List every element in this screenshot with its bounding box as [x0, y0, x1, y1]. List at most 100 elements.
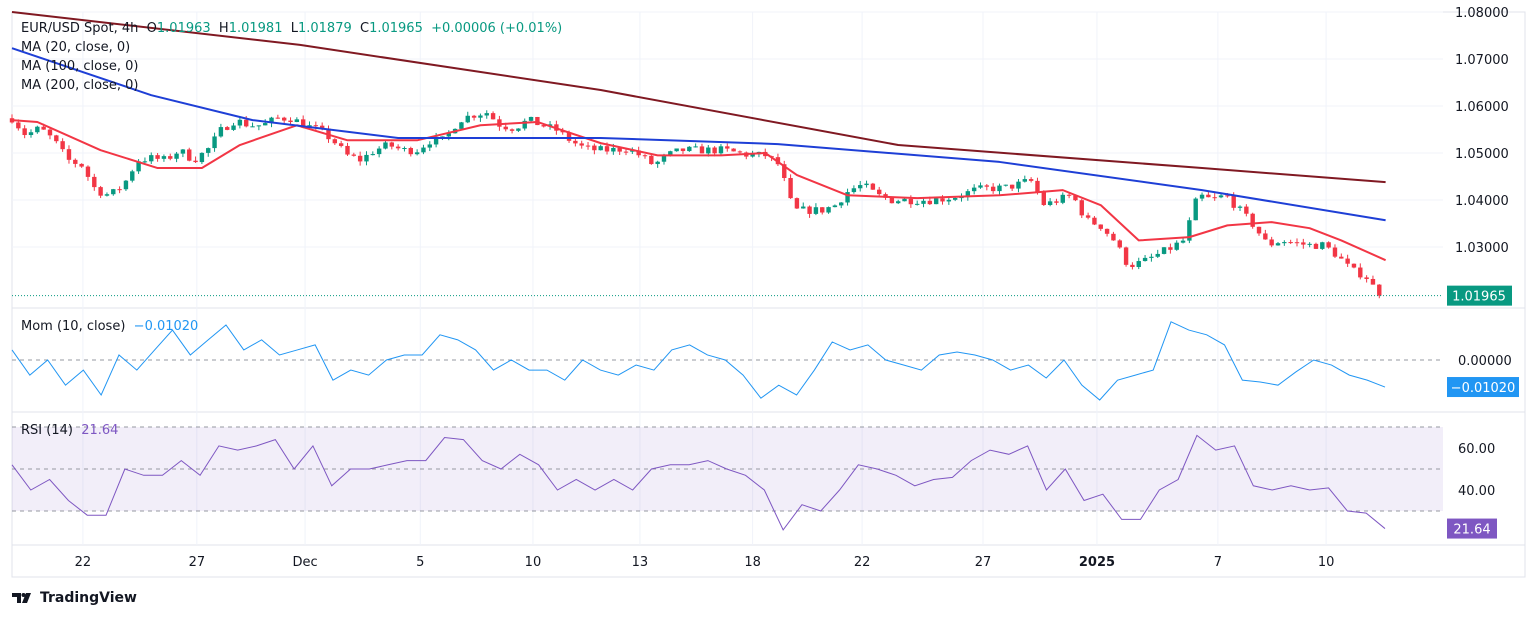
rsi-legend[interactable]: RSI (14) 21.64 [21, 422, 118, 440]
rsi-line [11, 434, 1386, 531]
candle-body [130, 171, 135, 181]
candle-body [649, 155, 654, 165]
candle-body [16, 122, 21, 129]
candle-body [864, 183, 869, 186]
candle-body [668, 151, 673, 156]
candle-body [332, 139, 338, 144]
candle-body [161, 156, 167, 159]
candle-body [1060, 194, 1065, 203]
candle-body [782, 164, 787, 178]
candle-body [269, 117, 274, 124]
candle-body [693, 146, 698, 148]
candle-body [244, 119, 249, 127]
candle-body [471, 115, 477, 118]
candle-body [98, 187, 103, 196]
candle-body [636, 150, 641, 156]
price-tick-label: 1.03000 [1455, 241, 1509, 256]
candle-body [66, 149, 72, 160]
mom-legend[interactable]: Mom (10, close) −0.01020 [21, 318, 198, 336]
candle-body [1250, 213, 1255, 227]
candle-body [807, 206, 812, 214]
candle-body [617, 147, 622, 152]
candle-body [750, 154, 755, 157]
candle-body [357, 155, 363, 162]
candle-body [642, 155, 648, 157]
mom-tick-label: 0.00000 [1458, 354, 1512, 369]
candle-body [28, 132, 34, 136]
candle-body [1016, 181, 1021, 189]
change-value: +0.00006 (+0.01%) [431, 21, 563, 36]
candle-body [104, 194, 110, 196]
candle-body [921, 200, 926, 204]
candle-body [288, 120, 293, 123]
time-tick-label: 22 [854, 555, 871, 570]
time-tick-label: 13 [632, 555, 649, 570]
candle-body [1187, 220, 1192, 241]
ma100-line [11, 47, 1386, 222]
candle-body [1244, 206, 1249, 214]
candle-body [1066, 194, 1072, 196]
candle-body [1073, 195, 1078, 201]
candle-body [22, 128, 27, 136]
candle-body [389, 142, 394, 147]
ma100-legend[interactable]: MA (100, close, 0) [21, 59, 139, 74]
candle-body [1358, 267, 1363, 278]
candle-body [573, 140, 578, 144]
candle-body [206, 148, 211, 153]
close-label: C [360, 21, 370, 36]
mom-title: Mom (10, close) [21, 319, 126, 334]
candle-body [680, 148, 686, 152]
candle-body [85, 166, 91, 177]
candle-body [516, 128, 521, 131]
ma200-legend[interactable]: MA (200, close, 0) [21, 78, 139, 93]
candle-body [338, 143, 344, 146]
candle-body [1364, 277, 1369, 279]
candle-body [281, 117, 287, 121]
candle-body [1130, 264, 1135, 268]
price-tick-label: 1.04000 [1455, 194, 1509, 209]
candle-body [218, 127, 224, 137]
candle-body [1174, 242, 1179, 250]
candle-body [490, 113, 496, 120]
candle-body [1288, 242, 1293, 244]
candle-body [801, 206, 806, 209]
candle-body [47, 129, 53, 136]
candle-body [946, 199, 952, 202]
candle-body [155, 155, 160, 159]
candle-body [351, 154, 357, 156]
candle-body [1022, 179, 1027, 182]
candle-body [1142, 257, 1148, 262]
candle-body [1332, 247, 1338, 257]
candle-body [687, 146, 692, 152]
candle-body [1345, 258, 1350, 264]
ma20-legend[interactable]: MA (20, close, 0) [21, 40, 131, 55]
candle-body [414, 152, 420, 155]
candle-body [952, 197, 958, 200]
time-tick-label: 22 [75, 555, 92, 570]
last-price-label: 1.01965 [1452, 290, 1506, 305]
candle-body [1294, 242, 1300, 244]
price-tick-label: 1.05000 [1455, 147, 1509, 162]
candle-body [1320, 242, 1325, 249]
candle-body [699, 146, 705, 154]
candle-body [712, 147, 717, 154]
candle-body [225, 127, 230, 130]
candle-body [1231, 195, 1236, 208]
candle-body [509, 129, 515, 131]
candle-body [1326, 242, 1331, 248]
candle-body [465, 115, 470, 123]
candle-body [1054, 201, 1059, 203]
candle-body [1085, 215, 1091, 218]
candle-body [1307, 243, 1312, 245]
candle-body [35, 126, 40, 133]
candle-body [839, 202, 844, 206]
candle-body [73, 159, 78, 164]
candle-body [1047, 201, 1053, 205]
candle-body [1256, 226, 1262, 234]
candle-body [408, 148, 413, 155]
candle-body [1079, 200, 1084, 216]
tradingview-logo[interactable]: TradingView [12, 590, 137, 606]
candle-body [1117, 240, 1122, 248]
time-tick-label: 10 [1318, 555, 1335, 570]
